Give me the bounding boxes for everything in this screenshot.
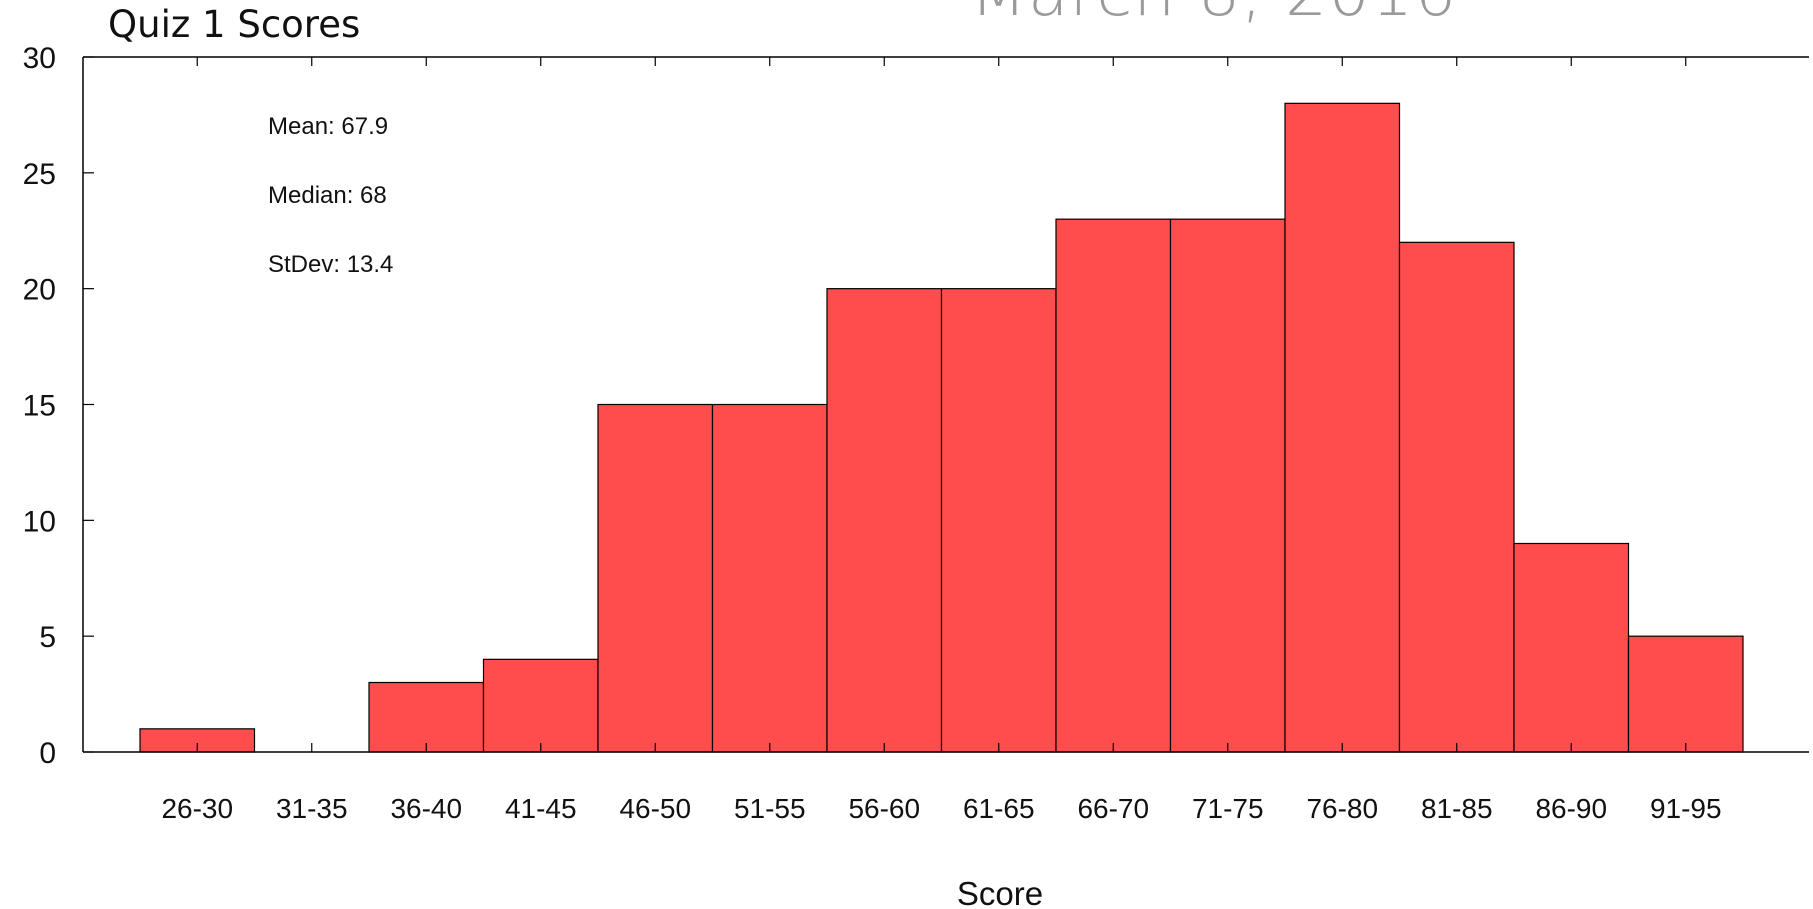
y-tick-label: 15	[23, 390, 56, 423]
x-axis-label: Score	[957, 875, 1043, 909]
x-tick-label: 51-55	[734, 793, 806, 824]
x-tick-label: 71-75	[1192, 793, 1264, 824]
x-tick-label: 76-80	[1306, 793, 1378, 824]
x-tick-label: 61-65	[963, 793, 1035, 824]
y-tick-label: 5	[39, 621, 56, 654]
bar-91-95	[1627, 635, 1744, 753]
x-tick-label: 31-35	[276, 793, 348, 824]
x-tick-label: 56-60	[848, 793, 920, 824]
x-tick-label: 91-95	[1650, 793, 1722, 824]
x-tick-label: 86-90	[1535, 793, 1607, 824]
bars-group	[139, 102, 1744, 753]
bar-86-90	[1513, 542, 1630, 753]
stat-annotation: Median: 68	[268, 182, 387, 209]
y-tick-label: 0	[39, 737, 56, 770]
bar-71-75	[1169, 218, 1286, 753]
y-tick-label: 30	[23, 42, 56, 75]
y-ticks-group: 0 5 10 15 20 25 30	[23, 42, 94, 770]
bar-51-55	[711, 403, 828, 753]
bar-41-45	[482, 658, 599, 753]
slide-title: March 8, 2016	[970, 0, 1457, 31]
y-tick-label: 10	[23, 505, 56, 538]
bar-76-80	[1284, 102, 1401, 753]
x-tick-label: 36-40	[390, 793, 462, 824]
bar-81-85	[1398, 241, 1515, 753]
x-tick-label: 66-70	[1077, 793, 1149, 824]
bar-61-65	[940, 288, 1057, 753]
chart-title: Quiz 1 Scores	[108, 3, 360, 46]
x-tick-label: 41-45	[505, 793, 577, 824]
bar-36-40	[368, 681, 485, 753]
x-tick-label: 81-85	[1421, 793, 1493, 824]
bar-66-70	[1055, 218, 1172, 753]
y-tick-label: 25	[23, 158, 56, 191]
x-ticks-group: 26-30 31-35 36-40 41-45 46-50 51-55 56-60 61-65…	[161, 57, 1722, 824]
annotations-group: Mean: 67.9 Median: 68 StDev: 13.4	[268, 113, 393, 278]
y-tick-label: 20	[23, 274, 56, 307]
stat-annotation: StDev: 13.4	[268, 251, 393, 278]
bar-46-50	[597, 403, 714, 753]
bar-56-60	[826, 288, 943, 753]
x-tick-label: 46-50	[619, 793, 691, 824]
stat-annotation: Mean: 67.9	[268, 113, 388, 140]
x-tick-label: 26-30	[161, 793, 233, 824]
